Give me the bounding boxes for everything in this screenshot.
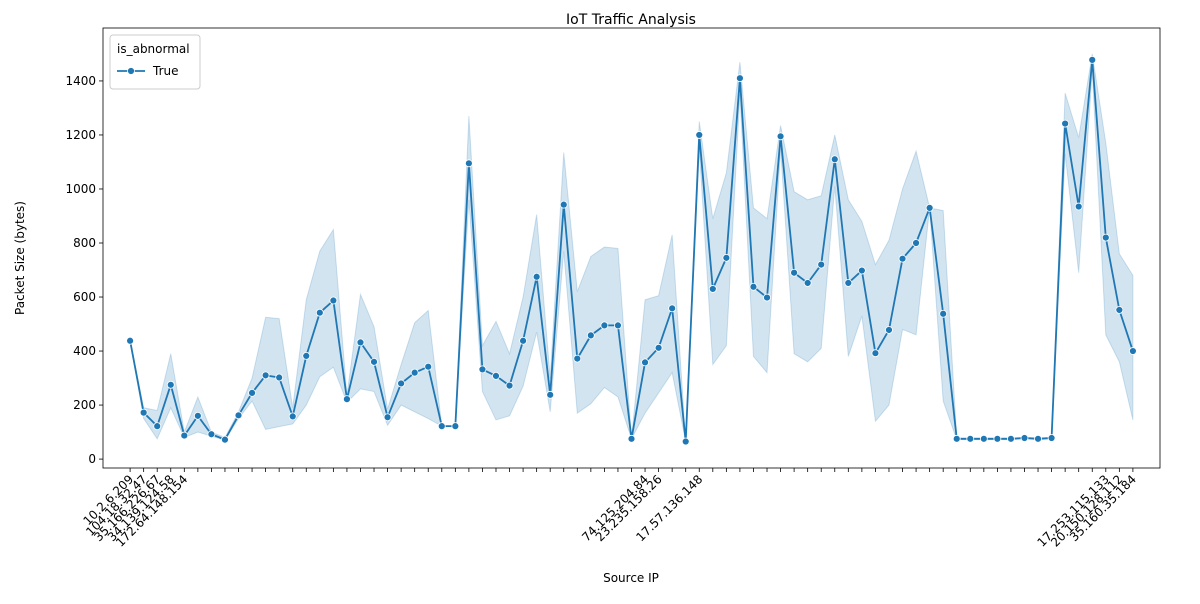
data-point xyxy=(302,352,311,360)
data-point xyxy=(546,390,555,399)
data-point xyxy=(383,413,392,422)
chart-title: IoT Traffic Analysis xyxy=(566,12,696,28)
data-point xyxy=(343,395,351,404)
y-tick-label: 0 xyxy=(88,452,96,466)
data-point xyxy=(207,430,216,439)
data-point xyxy=(803,279,812,287)
data-point xyxy=(221,435,229,444)
data-point xyxy=(478,365,487,374)
data-point xyxy=(1047,434,1056,442)
data-point xyxy=(722,253,731,262)
legend-title: is_abnormal xyxy=(117,42,190,56)
data-point xyxy=(925,203,934,212)
plot-frame xyxy=(102,27,1161,469)
legend-label: True xyxy=(152,64,179,78)
data-point xyxy=(126,336,135,345)
data-point xyxy=(1088,55,1097,64)
data-point xyxy=(424,362,433,371)
data-point xyxy=(532,272,541,281)
y-tick-label: 1000 xyxy=(65,182,96,196)
data-point xyxy=(885,326,893,334)
data-point xyxy=(573,354,582,363)
data-point xyxy=(519,336,527,345)
legend-marker xyxy=(127,67,135,75)
x-axis-label: Source IP xyxy=(603,571,659,585)
data-point xyxy=(966,434,975,443)
data-point xyxy=(248,389,256,397)
data-point xyxy=(668,304,677,313)
data-point xyxy=(871,349,880,358)
data-point xyxy=(627,434,636,443)
data-point xyxy=(492,371,500,380)
data-point xyxy=(939,309,948,318)
data-point xyxy=(654,343,663,352)
data-point xyxy=(749,282,758,291)
data-point xyxy=(993,434,1002,443)
data-point xyxy=(315,308,324,317)
y-tick-label: 800 xyxy=(73,236,96,250)
y-tick-label: 200 xyxy=(73,398,96,412)
y-tick-label: 1200 xyxy=(65,128,96,142)
data-point xyxy=(1007,434,1015,443)
legend: is_abnormal True xyxy=(109,34,201,90)
data-point xyxy=(193,411,202,420)
data-point xyxy=(830,155,839,164)
data-point xyxy=(153,422,162,431)
data-point xyxy=(1074,202,1083,211)
data-point xyxy=(464,159,473,168)
data-point xyxy=(329,296,338,305)
data-point xyxy=(736,74,744,83)
data-point xyxy=(1061,119,1070,128)
data-point xyxy=(139,408,148,417)
y-tick-label: 400 xyxy=(73,344,96,358)
data-point xyxy=(979,434,988,443)
data-point xyxy=(952,434,961,443)
data-point xyxy=(288,412,297,421)
data-point xyxy=(641,358,649,367)
data-point xyxy=(912,239,920,247)
data-point xyxy=(180,431,189,440)
data-point xyxy=(1034,434,1042,443)
y-axis-label: Packet Size (bytes) xyxy=(13,201,27,315)
data-point xyxy=(857,266,866,275)
data-point xyxy=(559,200,568,209)
data-point xyxy=(600,321,609,330)
data-point xyxy=(1115,306,1124,314)
data-point xyxy=(505,381,514,390)
data-point xyxy=(275,373,284,382)
data-point xyxy=(1101,233,1110,242)
data-point xyxy=(708,285,717,293)
data-point xyxy=(586,331,595,340)
data-point xyxy=(898,254,907,263)
y-tick-label: 600 xyxy=(73,290,96,304)
data-point xyxy=(817,260,826,269)
data-point xyxy=(437,422,446,431)
data-point xyxy=(166,380,175,389)
data-point xyxy=(763,293,771,302)
data-point xyxy=(261,371,270,380)
data-point xyxy=(370,357,378,366)
data-point xyxy=(1020,434,1029,442)
data-point xyxy=(681,437,690,446)
data-point xyxy=(397,379,406,388)
data-point xyxy=(451,422,460,431)
y-tick-label: 1400 xyxy=(65,74,96,88)
data-point xyxy=(790,268,799,277)
data-point xyxy=(356,338,365,347)
data-point xyxy=(776,132,785,141)
legend-box xyxy=(109,34,201,90)
data-point xyxy=(410,368,419,377)
data-point xyxy=(234,411,243,420)
data-point xyxy=(844,279,853,287)
data-point xyxy=(695,131,704,139)
data-point xyxy=(1128,347,1137,355)
data-point xyxy=(614,321,622,330)
